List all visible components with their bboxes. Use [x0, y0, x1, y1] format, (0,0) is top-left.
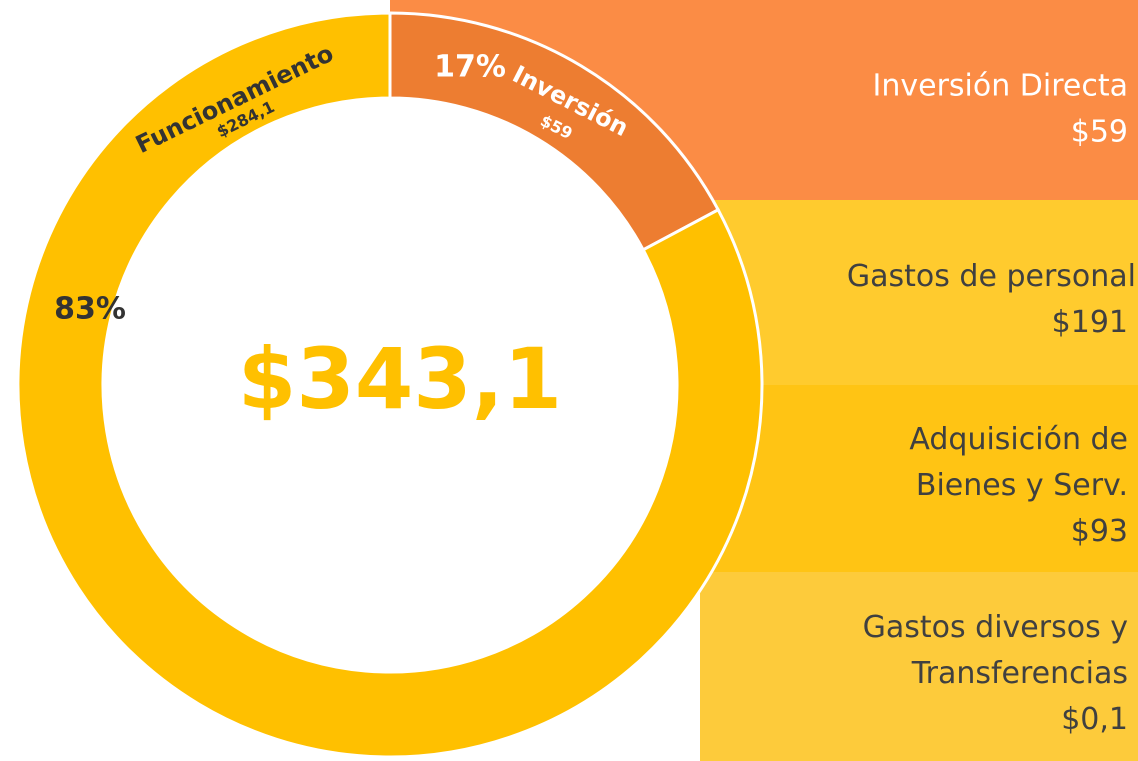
breakdown-label: Inversión Directa	[873, 69, 1128, 104]
breakdown-box	[700, 200, 1138, 385]
breakdown-label: $93	[1071, 514, 1128, 549]
donut-hole	[104, 99, 676, 671]
breakdown-box	[700, 572, 1138, 761]
breakdown-label: Gastos diversos y	[863, 610, 1128, 645]
breakdown-box	[700, 385, 1138, 572]
donut-slice	[16, 11, 764, 759]
share-label: 17%	[434, 50, 506, 85]
center-label: $343,1	[238, 330, 562, 428]
breakdown-label: Transferencias	[911, 656, 1128, 691]
breakdown-label: Adquisición de	[909, 422, 1128, 457]
breakdown-label: $59	[1071, 115, 1128, 150]
breakdown-label: $0,1	[1061, 702, 1128, 737]
share-label: 83%	[54, 292, 126, 327]
breakdown-label: Bienes y Serv.	[916, 468, 1128, 503]
breakdown-label: Gastos de personal	[847, 259, 1136, 294]
breakdown-label: $191	[1052, 305, 1128, 340]
